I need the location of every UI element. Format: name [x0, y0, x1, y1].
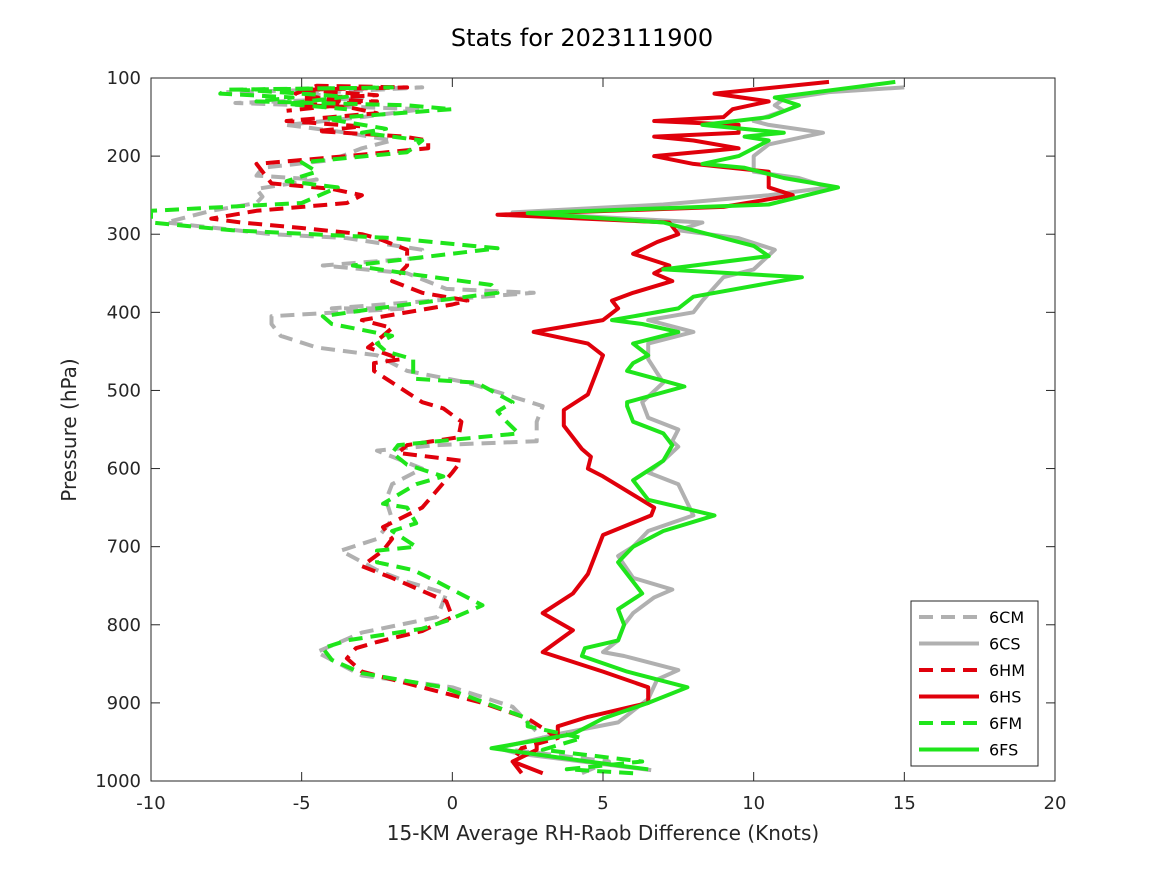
- legend-label-6hs: 6HS: [989, 688, 1021, 707]
- x-tick-label: 0: [447, 793, 458, 814]
- y-tick-label: 600: [107, 459, 141, 480]
- y-tick-label: 700: [107, 537, 141, 558]
- y-tick-label: 500: [107, 380, 141, 401]
- series-layer: [151, 79, 905, 776]
- legend-label-6hm: 6HM: [989, 661, 1025, 680]
- x-tick-label: 20: [1044, 793, 1067, 814]
- legend-box: [910, 600, 1039, 767]
- x-tick-label: 5: [597, 793, 608, 814]
- legend: 6CM 6CS 6HM 6HS 6FM 6FS: [910, 600, 1039, 767]
- x-tick-label: 15: [893, 793, 916, 814]
- y-tick-label: 900: [107, 693, 141, 714]
- series-line-6fm: [151, 85, 645, 776]
- x-axis-label: 15-KM Average RH-Raob Difference (Knots): [387, 821, 819, 845]
- chart-title: Stats for 2023111900: [451, 24, 713, 52]
- x-tick-label: -5: [293, 793, 311, 814]
- y-tick-label: 400: [107, 302, 141, 323]
- y-tick-label: 300: [107, 224, 141, 245]
- axes-layer: -10 -5 0 5 10 15 20 100 200 300 400 500 600 700 800 900…: [95, 68, 1066, 814]
- x-tick-label: 10: [742, 793, 765, 814]
- y-tick-label: 200: [107, 146, 141, 167]
- series-line-6cs: [495, 85, 905, 773]
- series-line-6fs: [489, 79, 896, 772]
- series-line-6cm: [164, 85, 611, 776]
- legend-label-6fs: 6FS: [989, 741, 1018, 760]
- y-tick-label: 800: [107, 615, 141, 636]
- legend-label-6cm: 6CM: [989, 608, 1024, 627]
- y-tick-label: 1000: [95, 771, 141, 792]
- legend-label-6fm: 6FM: [989, 714, 1022, 733]
- series-line-6hs: [495, 79, 830, 776]
- legend-label-6cs: 6CS: [989, 635, 1021, 654]
- x-tick-label: -10: [136, 793, 165, 814]
- y-tick-label: 100: [107, 68, 141, 89]
- y-axis-label: Pressure (hPa): [57, 358, 81, 501]
